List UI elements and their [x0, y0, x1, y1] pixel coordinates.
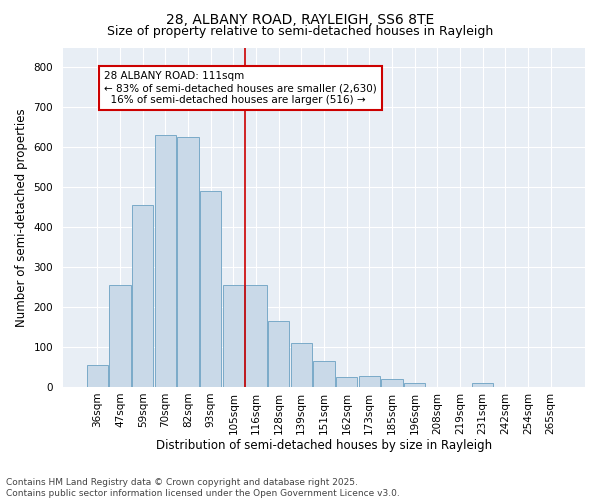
Bar — [132, 205, 154, 387]
Bar — [86, 365, 108, 387]
Text: Size of property relative to semi-detached houses in Rayleigh: Size of property relative to semi-detach… — [107, 25, 493, 38]
Bar — [177, 138, 199, 387]
Bar — [313, 361, 335, 387]
Bar — [359, 376, 380, 387]
Bar — [200, 192, 221, 387]
Bar — [155, 136, 176, 387]
Y-axis label: Number of semi-detached properties: Number of semi-detached properties — [15, 108, 28, 326]
Bar — [336, 377, 358, 387]
Bar — [472, 383, 493, 387]
Bar — [245, 285, 267, 387]
Bar — [290, 343, 312, 387]
Bar — [223, 285, 244, 387]
Text: Contains HM Land Registry data © Crown copyright and database right 2025.
Contai: Contains HM Land Registry data © Crown c… — [6, 478, 400, 498]
X-axis label: Distribution of semi-detached houses by size in Rayleigh: Distribution of semi-detached houses by … — [156, 440, 492, 452]
Bar — [404, 383, 425, 387]
Bar — [109, 285, 131, 387]
Text: 28, ALBANY ROAD, RAYLEIGH, SS6 8TE: 28, ALBANY ROAD, RAYLEIGH, SS6 8TE — [166, 12, 434, 26]
Bar — [381, 379, 403, 387]
Text: 28 ALBANY ROAD: 111sqm
← 83% of semi-detached houses are smaller (2,630)
  16% o: 28 ALBANY ROAD: 111sqm ← 83% of semi-det… — [104, 72, 377, 104]
Bar — [268, 321, 289, 387]
